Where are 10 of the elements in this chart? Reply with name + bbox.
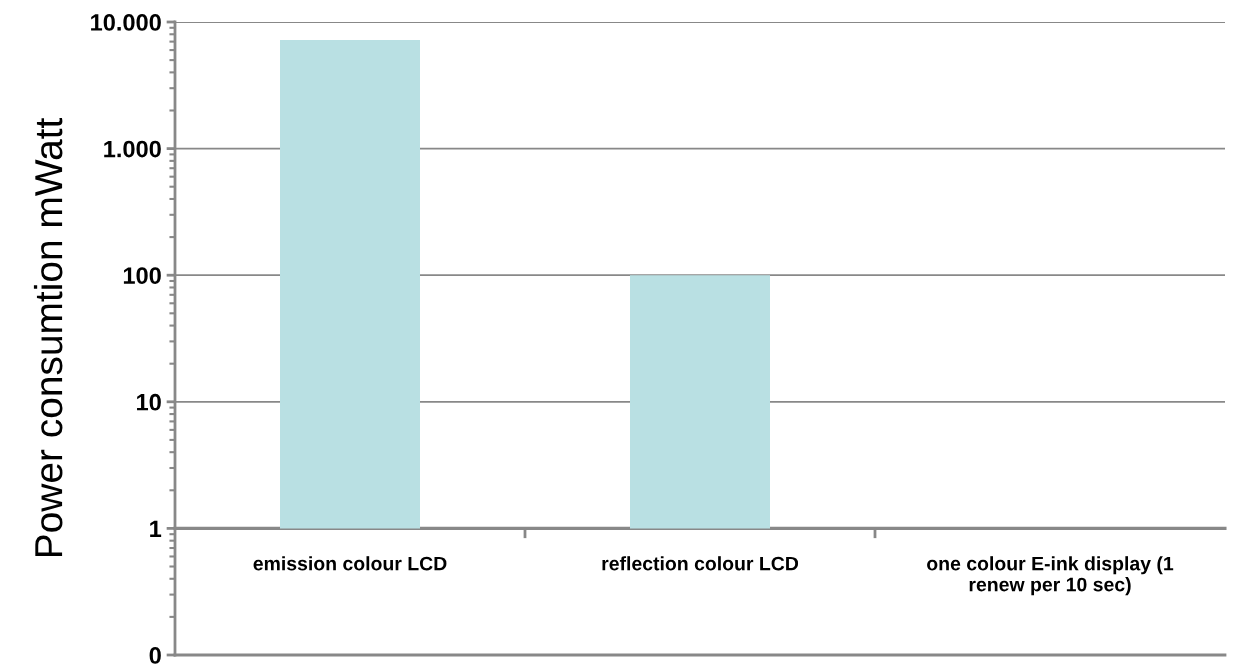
- x-tick-label: reflection colour LCD: [602, 556, 799, 571]
- y-tick-label: 1: [150, 520, 162, 537]
- y-axis-title: Power consumtion mWatt: [33, 117, 63, 557]
- x-tick-label: one colour E-ink display (1 renew per 10 sec): [927, 556, 1174, 596]
- y-tick-label: 1.000: [104, 140, 161, 158]
- x-tick-label: emission colour LCD: [253, 556, 447, 571]
- y-tick-label: 10: [137, 393, 161, 411]
- y-tick-label: 100: [123, 267, 161, 284]
- y-tick-label: 10.000: [91, 14, 161, 31]
- y-tick-label: 0: [149, 647, 161, 664]
